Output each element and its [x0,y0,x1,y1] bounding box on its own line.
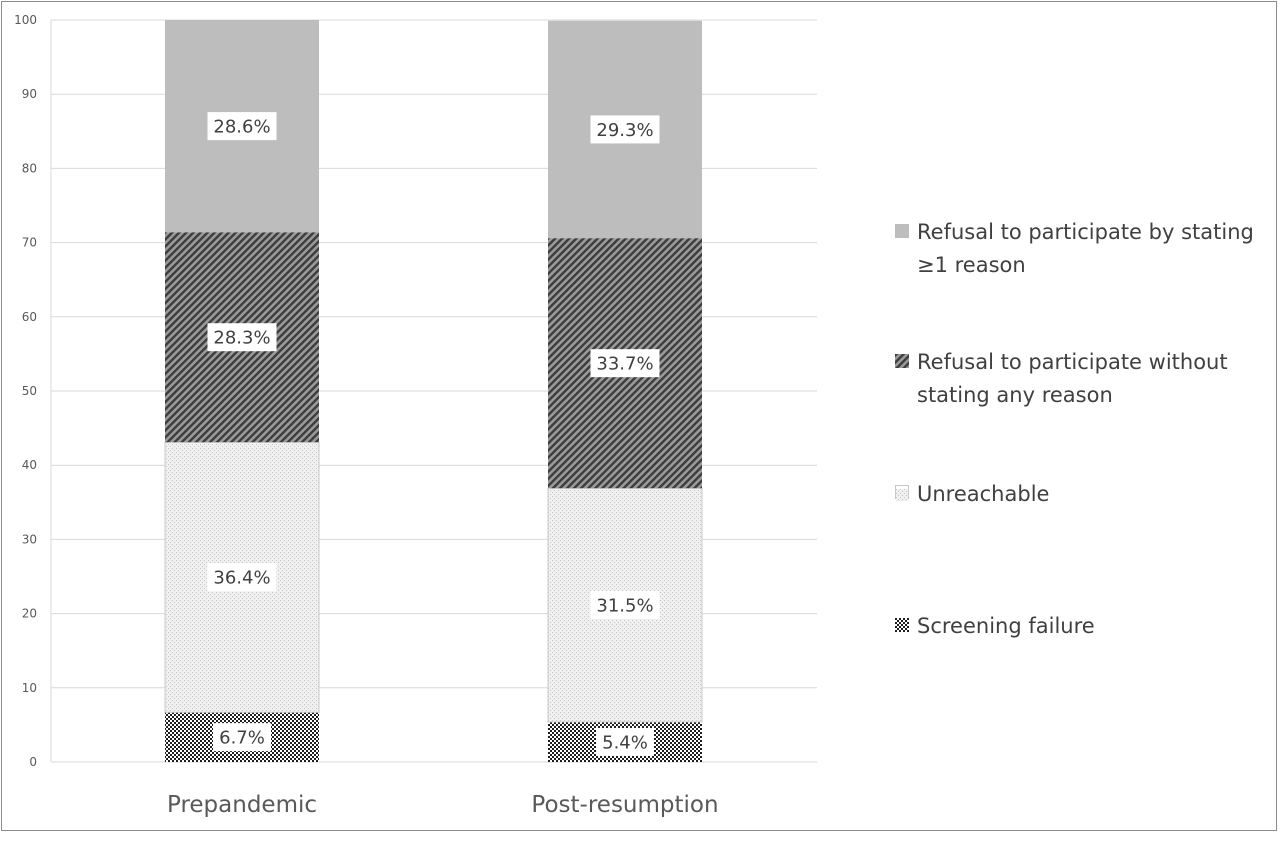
y-tick-label: 10 [22,681,37,695]
legend-label: Screening failure [917,614,1095,638]
y-axis: 0 10 20 30 40 50 60 70 80 90 100 [14,13,52,769]
y-tick-label: 70 [22,236,37,250]
legend-item-refusal-without-reason: Refusal to participate without stating a… [895,346,1267,412]
data-label-bg [207,112,277,141]
y-tick-label: 50 [22,384,37,398]
data-label: 28.6% [213,117,270,138]
legend-swatch-light-dots [895,485,909,501]
y-tick-label: 90 [22,87,37,101]
data-label-bg [207,563,277,592]
data-label-bg [590,115,660,144]
legend-swatch-diagonal [895,353,909,368]
x-category-label: Prepandemic [167,792,317,818]
data-label-bg [596,727,654,756]
data-label: 36.4% [213,568,270,589]
legend-swatch-dense-dots [895,617,909,632]
y-tick-label: 80 [22,161,37,175]
data-labels: 6.7% 36.4% 28.3% 28.6% 5.4% 31.5% 33.7% 29.3% [207,112,660,756]
legend-item-screening-failure: Screening failure [895,610,1267,643]
legend-label: Refusal to participate without stating a… [917,350,1228,407]
data-label-bg [213,723,271,752]
data-label: 31.5% [596,596,653,617]
data-label-bg [590,591,660,620]
y-tick-label: 100 [14,13,37,27]
data-label-bg [207,323,277,352]
legend-label: Refusal to participate by stating ≥1 rea… [917,220,1254,277]
data-label: 6.7% [219,728,265,749]
legend-item-unreachable: Unreachable [895,478,1267,511]
data-label: 28.3% [213,328,270,349]
y-tick-label: 60 [22,310,37,324]
bars [164,20,703,762]
legend-label: Unreachable [917,482,1050,506]
y-tick-label: 0 [29,755,37,769]
data-label: 5.4% [602,732,648,753]
data-label: 33.7% [596,354,653,375]
x-axis: Prepandemic Post-resumption [167,792,719,818]
data-label: 29.3% [596,120,653,141]
y-tick-label: 40 [22,458,37,472]
legend-swatch-solid-gray [895,223,909,238]
legend-item-refusal-with-reason: Refusal to participate by stating ≥1 rea… [895,216,1267,282]
data-label-bg [590,349,660,378]
y-tick-label: 30 [22,532,37,546]
y-tick-label: 20 [22,607,37,621]
x-category-label: Post-resumption [531,792,718,818]
